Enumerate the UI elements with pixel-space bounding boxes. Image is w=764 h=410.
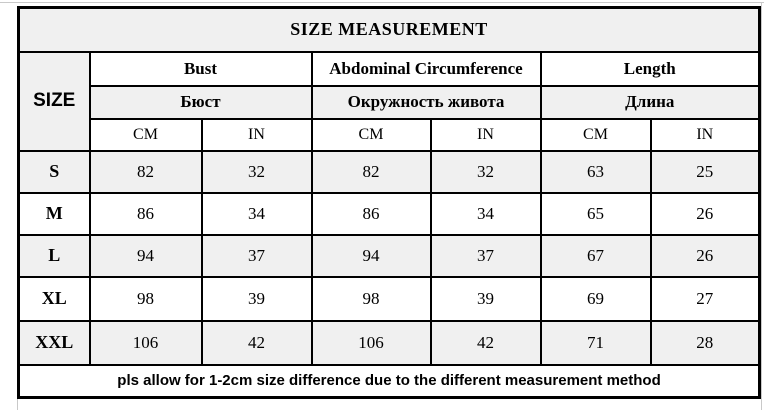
measurement-value: 98 xyxy=(310,275,432,322)
group-header-bust-ru: Бюст xyxy=(88,84,313,120)
unit-header: IN xyxy=(429,117,542,152)
measurement-value: 86 xyxy=(88,191,203,236)
measurement-value: 34 xyxy=(200,191,313,236)
measurement-value: 26 xyxy=(649,191,761,236)
unit-header: CM xyxy=(88,117,203,152)
measurement-value: 82 xyxy=(310,149,432,194)
header-row-en: SIZE Bust Abdominal Circumference Length xyxy=(17,50,761,152)
page-frame-line-top xyxy=(0,2,764,3)
footnote: pls allow for 1-2cm size difference due … xyxy=(17,363,761,399)
measurement-value: 71 xyxy=(539,319,652,366)
measurement-value: 42 xyxy=(429,319,542,366)
group-header-abdominal: Abdominal Circumference xyxy=(310,50,542,87)
title-row: SIZE MEASUREMENT xyxy=(17,6,761,53)
measurement-value: 69 xyxy=(539,275,652,322)
measurement-value: 32 xyxy=(200,149,313,194)
measurement-value: 106 xyxy=(88,319,203,366)
size-column-header: SIZE xyxy=(17,50,91,152)
measurement-value: 26 xyxy=(649,233,761,278)
measurement-value: 39 xyxy=(200,275,313,322)
measurement-value: 28 xyxy=(649,319,761,366)
group-header-length: Length xyxy=(539,50,761,87)
unit-header: CM xyxy=(539,117,652,152)
unit-header: CM xyxy=(310,117,432,152)
table-row-xxl: XXL 106 42 106 42 71 28 xyxy=(17,319,761,366)
size-label: M xyxy=(17,191,91,236)
measurement-value: 98 xyxy=(88,275,203,322)
table-row-m: M 86 34 86 34 65 26 xyxy=(17,191,761,236)
size-measurement-table: SIZE MEASUREMENT SIZE Bust Abdominal Cir… xyxy=(17,6,762,399)
unit-header-row: CM IN CM IN CM IN xyxy=(19,117,761,152)
unit-header: IN xyxy=(200,117,313,152)
unit-header: IN xyxy=(649,117,761,152)
footnote-row: pls allow for 1-2cm size difference due … xyxy=(17,363,761,399)
table-row-l: L 94 37 94 37 67 26 xyxy=(17,233,761,278)
group-header-length-ru: Длина xyxy=(539,84,761,120)
table-title: SIZE MEASUREMENT xyxy=(17,6,761,53)
measurement-value: 94 xyxy=(88,233,203,278)
size-label: XXL xyxy=(17,319,91,366)
measurement-value: 37 xyxy=(429,233,542,278)
measurement-value: 34 xyxy=(429,191,542,236)
group-header-abdominal-ru: Окружность живота xyxy=(310,84,542,120)
measurement-value: 63 xyxy=(539,149,652,194)
measurement-value: 42 xyxy=(200,319,313,366)
page-frame-line-right xyxy=(761,2,762,410)
measurement-value: 25 xyxy=(649,149,761,194)
size-label: S xyxy=(17,149,91,194)
table-row-xl: XL 98 39 98 39 69 27 xyxy=(17,275,761,322)
size-label: XL xyxy=(17,275,91,322)
size-label: L xyxy=(17,233,91,278)
measurement-value: 32 xyxy=(429,149,542,194)
header-row-ru: Бюст Окружность живота Длина xyxy=(19,84,761,120)
measurement-value: 65 xyxy=(539,191,652,236)
measurement-value: 82 xyxy=(88,149,203,194)
measurement-value: 86 xyxy=(310,191,432,236)
measurement-value: 37 xyxy=(200,233,313,278)
table-row-s: S 82 32 82 32 63 25 xyxy=(17,149,761,194)
measurement-value: 27 xyxy=(649,275,761,322)
measurement-value: 94 xyxy=(310,233,432,278)
measurement-value: 39 xyxy=(429,275,542,322)
group-header-bust: Bust xyxy=(88,50,313,87)
page-frame-line-left xyxy=(17,399,18,410)
measurement-value: 67 xyxy=(539,233,652,278)
measurement-value: 106 xyxy=(310,319,432,366)
